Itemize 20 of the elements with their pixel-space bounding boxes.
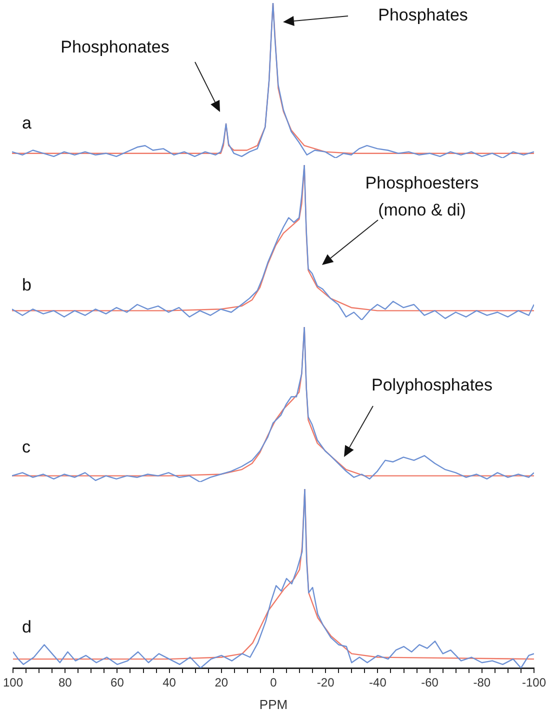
annotation: Phosphonates	[60, 38, 170, 57]
annotation: b	[22, 276, 32, 295]
annotation: a	[22, 114, 32, 133]
x-tick-label: -60	[421, 676, 439, 690]
annotation: Phosphates	[378, 6, 468, 25]
x-tick-label: 100	[2, 676, 24, 690]
annotation: Polyphosphates	[372, 376, 492, 395]
x-tick-label: 0	[270, 676, 278, 690]
x-tick-label: -100	[522, 676, 546, 690]
x-tick-label: -40	[369, 676, 387, 690]
x-tick-label: 80	[58, 676, 72, 690]
x-tick-label: 20	[214, 676, 228, 690]
x-tick-label: -20	[316, 676, 335, 690]
x-axis-title: PPM	[259, 696, 288, 712]
x-tick-label: -80	[473, 676, 491, 690]
annotation: Phosphoesters (mono & di)	[365, 174, 479, 220]
annotation: c	[22, 438, 31, 457]
x-tick-label: 60	[110, 676, 124, 690]
annotation: d	[22, 618, 32, 637]
x-tick-label: 40	[162, 676, 176, 690]
